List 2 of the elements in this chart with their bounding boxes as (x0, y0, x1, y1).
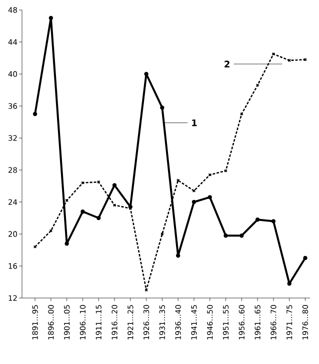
legend-label: 1 (192, 120, 197, 126)
text: 2 (224, 60, 230, 68)
